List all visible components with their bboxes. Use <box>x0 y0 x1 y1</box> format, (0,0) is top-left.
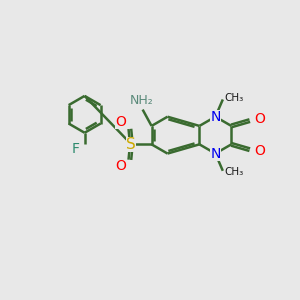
Text: S: S <box>127 137 136 152</box>
Text: N: N <box>210 110 220 124</box>
Text: O: O <box>254 112 265 126</box>
Text: O: O <box>254 144 265 158</box>
Text: F: F <box>72 142 80 156</box>
Text: N: N <box>210 147 220 160</box>
Text: CH₃: CH₃ <box>224 167 244 177</box>
Text: CH₃: CH₃ <box>224 93 244 103</box>
Text: O: O <box>115 159 126 173</box>
Text: NH₂: NH₂ <box>129 94 153 106</box>
Text: O: O <box>115 116 126 129</box>
